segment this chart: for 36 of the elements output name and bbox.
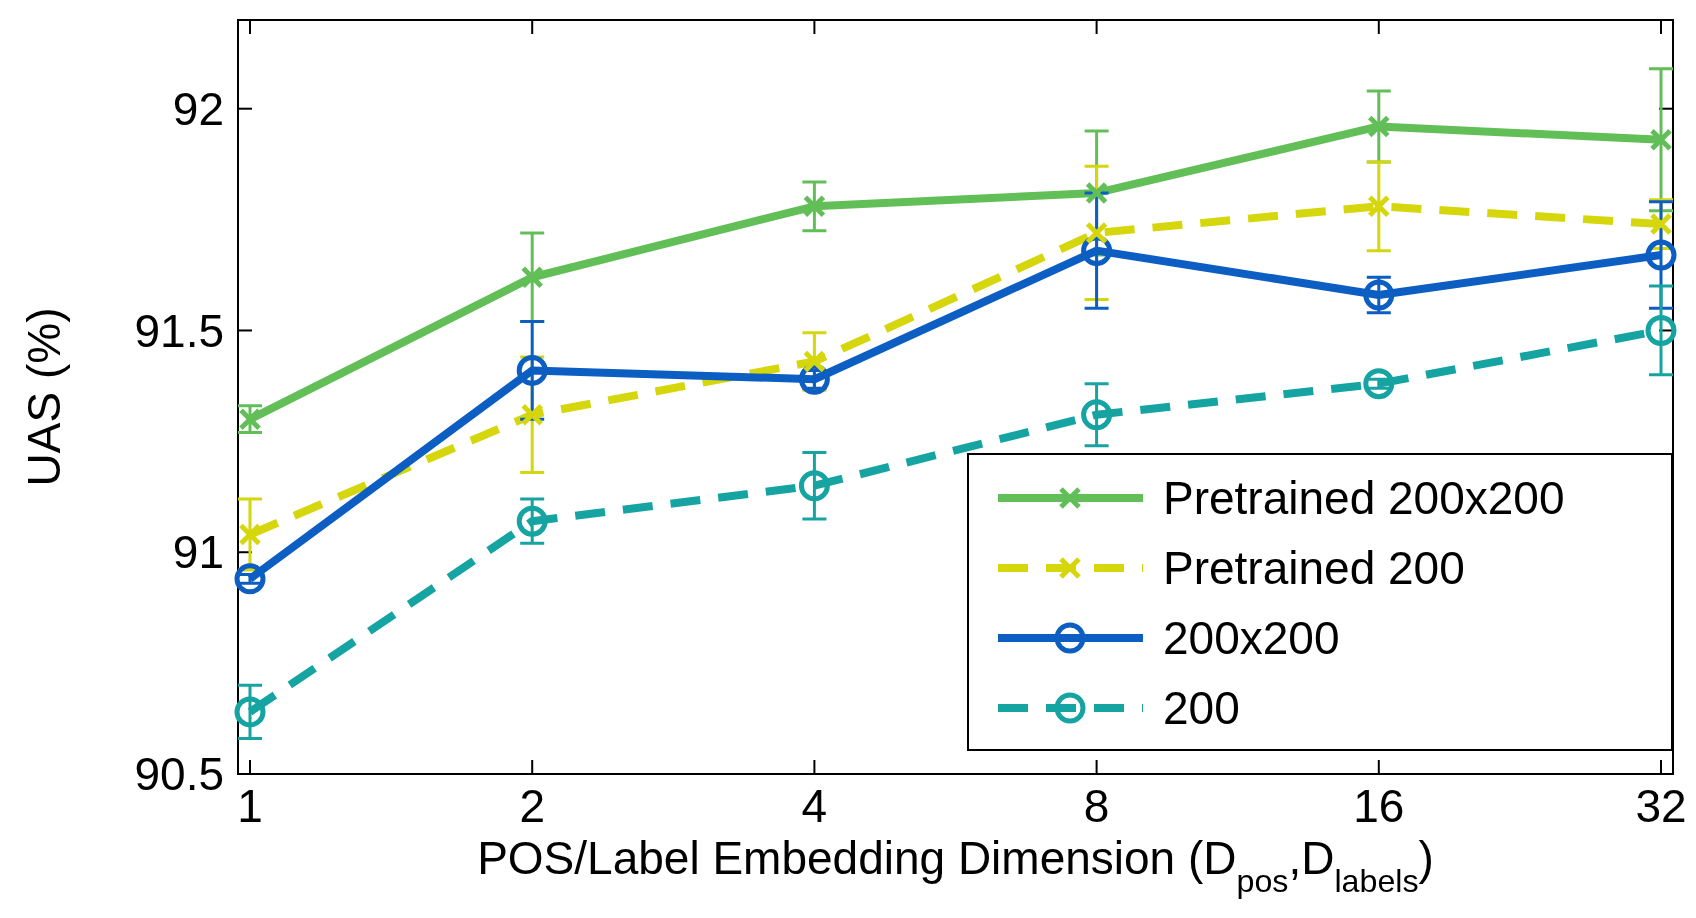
- point: [802, 350, 826, 374]
- point: [1645, 239, 1677, 271]
- point: [1367, 114, 1391, 138]
- x-tick-label: 1: [237, 780, 263, 832]
- point: [1645, 314, 1677, 346]
- legend-label: Pretrained 200: [1163, 542, 1465, 595]
- point: [1085, 221, 1109, 245]
- y-tick-label: 91.5: [134, 304, 224, 357]
- x-axis-title: POS/Label Embedding Dimension (D$_{pos}$,D$_{labels}$): [477, 832, 1434, 899]
- x-tick-label: 16: [1353, 780, 1405, 832]
- legend-label: 200: [1163, 682, 1240, 735]
- y-tick-label: 92: [172, 82, 224, 135]
- x-tick-label: 2: [519, 780, 545, 832]
- point: [520, 403, 544, 427]
- point: [1649, 212, 1673, 236]
- x-tick-label: 8: [1083, 780, 1110, 832]
- point: [802, 194, 826, 218]
- point: [234, 696, 266, 728]
- y-tick-label: 91: [172, 526, 224, 579]
- y-tick-label: 90.5: [134, 748, 224, 801]
- point: [1367, 194, 1391, 218]
- point: [238, 522, 262, 546]
- point: [516, 505, 548, 537]
- point: [516, 354, 548, 386]
- x-tick-label: 4: [801, 780, 828, 832]
- point: [1363, 368, 1395, 400]
- y-axis-title: UAS (%): [18, 307, 70, 487]
- point: [520, 265, 544, 289]
- point: [234, 563, 266, 595]
- point: [1649, 128, 1673, 152]
- x-tick-label: 32: [1635, 780, 1687, 832]
- point: [1085, 181, 1109, 205]
- point: [1081, 399, 1113, 431]
- legend-label: Pretrained 200x200: [1163, 472, 1565, 525]
- point: [798, 470, 830, 502]
- legend-label: 200x200: [1163, 612, 1340, 665]
